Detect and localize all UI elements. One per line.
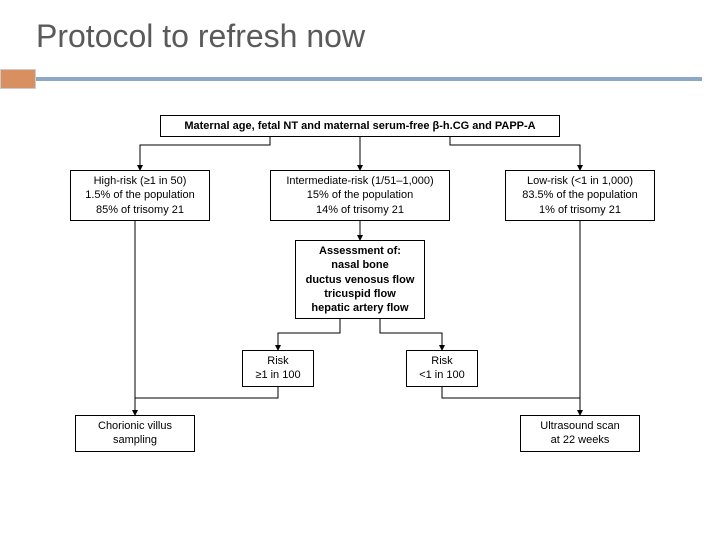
node-inter: Intermediate-risk (1/51–1,000)15% of the… xyxy=(270,170,450,221)
node-text: Maternal age, fetal NT and maternal seru… xyxy=(167,119,553,133)
node-top: Maternal age, fetal NT and maternal seru… xyxy=(160,115,560,137)
node-text: High-risk (≥1 in 50) xyxy=(77,174,203,188)
node-text: ≥1 in 100 xyxy=(249,368,307,382)
node-text: sampling xyxy=(82,433,188,447)
node-text: 85% of trisomy 21 xyxy=(77,203,203,217)
accent-square xyxy=(0,69,36,89)
edge-top-low xyxy=(450,135,580,170)
node-text: tricuspid flow xyxy=(302,287,418,301)
edge-assess-risk_ge xyxy=(278,318,340,350)
node-assess: Assessment of:nasal boneductus venosus f… xyxy=(295,240,425,319)
edge-assess-risk_lt xyxy=(380,318,442,350)
node-us22: Ultrasound scanat 22 weeks xyxy=(520,415,640,452)
node-text: 83.5% of the population xyxy=(512,188,648,202)
node-text: Risk xyxy=(249,354,307,368)
node-text: Risk xyxy=(413,354,471,368)
accent-divider xyxy=(0,69,720,89)
node-text: Chorionic villus xyxy=(82,419,188,433)
node-cvs: Chorionic villussampling xyxy=(75,415,195,452)
node-text: nasal bone xyxy=(302,258,418,272)
node-text: Ultrasound scan xyxy=(527,419,633,433)
node-text: hepatic artery flow xyxy=(302,301,418,315)
node-low: Low-risk (<1 in 1,000)83.5% of the popul… xyxy=(505,170,655,221)
node-text: Intermediate-risk (1/51–1,000) xyxy=(277,174,443,188)
node-text: 1% of trisomy 21 xyxy=(512,203,648,217)
page-title: Protocol to refresh now xyxy=(36,18,720,55)
node-text: 15% of the population xyxy=(277,188,443,202)
flowchart-area: Maternal age, fetal NT and maternal seru… xyxy=(70,115,660,515)
slide-header: Protocol to refresh now xyxy=(0,0,720,55)
node-text: 14% of trisomy 21 xyxy=(277,203,443,217)
node-high: High-risk (≥1 in 50)1.5% of the populati… xyxy=(70,170,210,221)
node-text: ductus venosus flow xyxy=(302,273,418,287)
node-text: Low-risk (<1 in 1,000) xyxy=(512,174,648,188)
edge-top-high xyxy=(140,135,270,170)
node-text: at 22 weeks xyxy=(527,433,633,447)
accent-rule xyxy=(36,77,702,81)
node-text: 1.5% of the population xyxy=(77,188,203,202)
node-text: Assessment of: xyxy=(302,244,418,258)
node-text: <1 in 100 xyxy=(413,368,471,382)
node-risk_lt: Risk<1 in 100 xyxy=(406,350,478,387)
node-risk_ge: Risk≥1 in 100 xyxy=(242,350,314,387)
